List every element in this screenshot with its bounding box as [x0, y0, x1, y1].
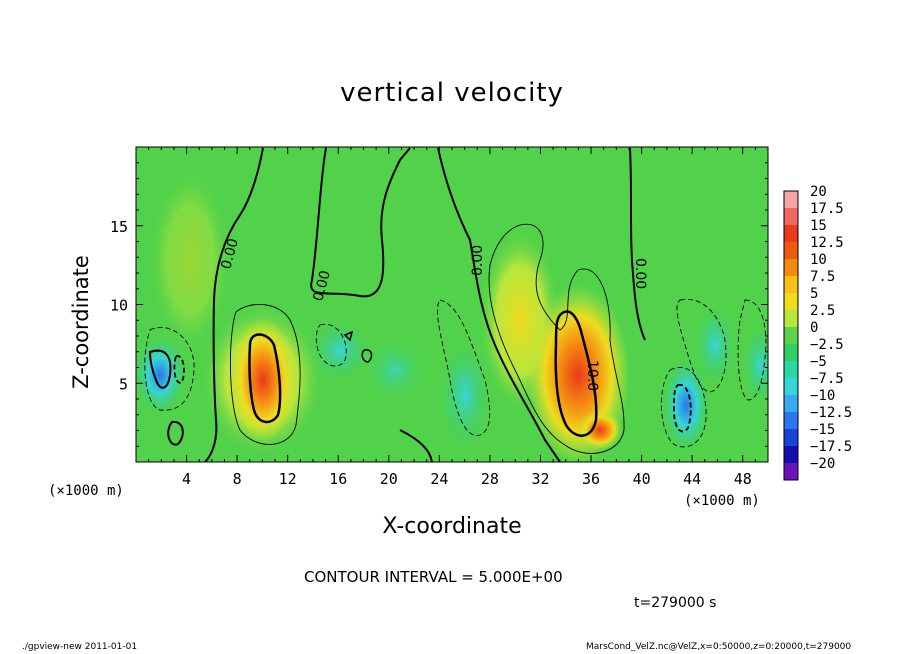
- x-tick-label: 36: [582, 470, 600, 488]
- y-tick-label: 15: [110, 218, 128, 236]
- colorbar-labels: 2017.51512.5107.552.50−2.5−5−7.5−10−12.5…: [810, 184, 852, 472]
- colorbar-swatch: [784, 412, 798, 429]
- colorbar-label: 7.5: [810, 269, 835, 285]
- x-tick-label: 40: [633, 470, 651, 488]
- colorbar-label: 2.5: [810, 303, 835, 319]
- colorbar-swatch: [784, 446, 798, 463]
- colorbar-swatch: [784, 310, 798, 327]
- contour-label: 0.00: [470, 245, 486, 276]
- x-tick-label: 28: [481, 470, 499, 488]
- y-tick-label: 10: [110, 297, 128, 315]
- y-axis-label: Z-coordinate: [69, 255, 93, 389]
- colorbar-label: 15: [810, 218, 827, 234]
- x-tick-label: 4: [182, 470, 191, 488]
- colorbar-swatch: [784, 429, 798, 446]
- colorbar-label: 10: [810, 252, 827, 268]
- y-tick-label: 5: [119, 375, 128, 393]
- colorbar-label: 12.5: [810, 235, 844, 251]
- colorbar-label: −10: [810, 388, 835, 404]
- contour-interval-label: CONTOUR INTERVAL = 5.000E+00: [304, 568, 563, 586]
- x-tick-label: 20: [380, 470, 398, 488]
- colorbar-swatch: [784, 327, 798, 344]
- colorbar-label: 17.5: [810, 201, 844, 217]
- x-tick-labels: 4 8 12 16 20 24 28 32 36 40 44 48: [182, 470, 752, 488]
- colorbar-swatch: [784, 191, 798, 208]
- colorbar-label: −2.5: [810, 337, 844, 353]
- x-tick-label: 48: [734, 470, 752, 488]
- contour-lines: [144, 147, 767, 462]
- colorbar-label: −7.5: [810, 371, 844, 387]
- colorbar-label: −12.5: [810, 405, 852, 421]
- x-unit-label-right: (×1000 m): [684, 493, 760, 509]
- y-tick-labels: 5 10 15: [110, 218, 128, 394]
- colorbar-label: −15: [810, 422, 835, 438]
- chart-title: vertical velocity: [340, 78, 564, 108]
- colorbar-label: −5: [810, 354, 827, 370]
- colorbar-swatch: [784, 242, 798, 259]
- x-tick-label: 12: [279, 470, 297, 488]
- colorbar-label: 5: [810, 286, 818, 302]
- footer-left: ./gpview-new 2011-01-01: [22, 642, 138, 652]
- colorbar-label: 20: [810, 184, 827, 200]
- time-label: t=279000 s: [634, 595, 717, 611]
- colorbar-swatch: [784, 276, 798, 293]
- x-tick-label: 16: [329, 470, 347, 488]
- contour-label: 0.00: [310, 269, 334, 303]
- colorbar: [783, 190, 799, 481]
- footer-right: MarsCond_VelZ.nc@VelZ,x=0:50000,z=0:2000…: [586, 642, 852, 652]
- colorbar-label: 0: [810, 320, 818, 336]
- colorbar-swatch: [784, 225, 798, 242]
- x-tick-label: 44: [683, 470, 701, 488]
- x-unit-label-left: (×1000 m): [48, 483, 124, 499]
- colorbar-swatch: [784, 293, 798, 310]
- axis-ticks: [135, 146, 769, 463]
- colorbar-swatch: [784, 344, 798, 361]
- colorbar-swatch: [784, 463, 798, 480]
- x-tick-label: 32: [531, 470, 549, 488]
- contour-label: 0.00: [632, 258, 648, 289]
- colorbar-label: −20: [810, 456, 835, 472]
- colorbar-swatch: [784, 208, 798, 225]
- contour-label: 0.00: [218, 237, 242, 271]
- colorbar-frame: [783, 190, 799, 481]
- field-layer: 0.00 0.00 0.00 0.00 10.0: [136, 147, 768, 462]
- colorbar-label: −17.5: [810, 439, 852, 455]
- x-tick-label: 8: [233, 470, 242, 488]
- colorbar-swatch: [784, 259, 798, 276]
- colorbar-swatch: [784, 378, 798, 395]
- colorbar-swatch: [784, 361, 798, 378]
- x-axis-label: X-coordinate: [382, 514, 522, 539]
- colorbar-swatch: [784, 395, 798, 412]
- x-tick-label: 24: [430, 470, 448, 488]
- contour-label: 10.0: [584, 360, 600, 391]
